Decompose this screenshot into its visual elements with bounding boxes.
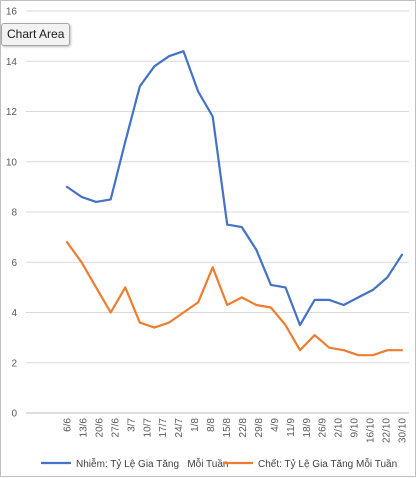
x-tick-label: 20/6 [94, 418, 105, 438]
chart-area-tooltip: Chart Area [1, 23, 71, 46]
x-tick-label: 22/8 [238, 418, 249, 438]
series-line-deaths[interactable] [65, 241, 404, 357]
x-tick-label: 30/10 [398, 418, 409, 443]
x-tick-label: 22/10 [382, 418, 393, 443]
x-tick-label: 11/9 [286, 418, 297, 437]
x-tick-label: 27/6 [110, 418, 121, 438]
y-tick-label-0: 0 [11, 409, 17, 420]
x-axis-ticks: 6/6 13/6 20/6 27/6 3/7 10/7 17/7 24/7 1/8 8/8 15/8… [63, 418, 409, 443]
y-tick-label-12: 12 [6, 107, 18, 118]
x-tick-label: 2/10 [334, 418, 345, 438]
gridlines [26, 10, 409, 414]
x-tick-label: 15/8 [222, 418, 233, 438]
x-tick-label: 4/9 [270, 418, 281, 432]
legend-label-infections: Nhiễm: Tỷ Lệ Gia Tăng Mỗi Tuần [76, 457, 228, 470]
x-tick-label: 6/6 [63, 418, 74, 432]
x-tick-label: 29/8 [254, 418, 265, 438]
x-tick-label: 3/7 [126, 418, 137, 432]
x-tick-label: 1/8 [190, 418, 201, 432]
legend-label-deaths: Chết: Tỷ Lệ Gia Tăng Mỗi Tuần [258, 457, 397, 470]
x-tick-label: 17/7 [158, 418, 169, 438]
series-line-infections[interactable] [65, 50, 404, 327]
y-tick-label-10: 10 [6, 157, 18, 168]
y-tick-label-8: 8 [11, 208, 17, 219]
x-tick-label: 16/10 [366, 418, 377, 443]
y-tick-label-14: 14 [6, 57, 18, 68]
y-tick-label-6: 6 [11, 258, 17, 269]
x-tick-label: 10/7 [142, 418, 153, 438]
x-tick-label: 9/10 [350, 418, 361, 438]
x-tick-label: 26/9 [318, 418, 329, 438]
series-lines [65, 50, 404, 357]
x-tick-label: 13/6 [78, 418, 89, 438]
y-tick-label-16: 16 [6, 7, 18, 18]
y-tick-label-4: 4 [11, 308, 17, 319]
x-tick-label: 18/9 [302, 418, 313, 438]
x-tick-label: 24/7 [174, 418, 185, 438]
y-axis-ticks: 0 2 4 6 8 10 12 14 16 [6, 7, 18, 420]
legend[interactable]: Nhiễm: Tỷ Lệ Gia Tăng Mỗi Tuần Chết: Tỷ … [41, 457, 397, 470]
y-tick-label-2: 2 [11, 358, 17, 369]
x-tick-label: 8/8 [206, 418, 217, 432]
